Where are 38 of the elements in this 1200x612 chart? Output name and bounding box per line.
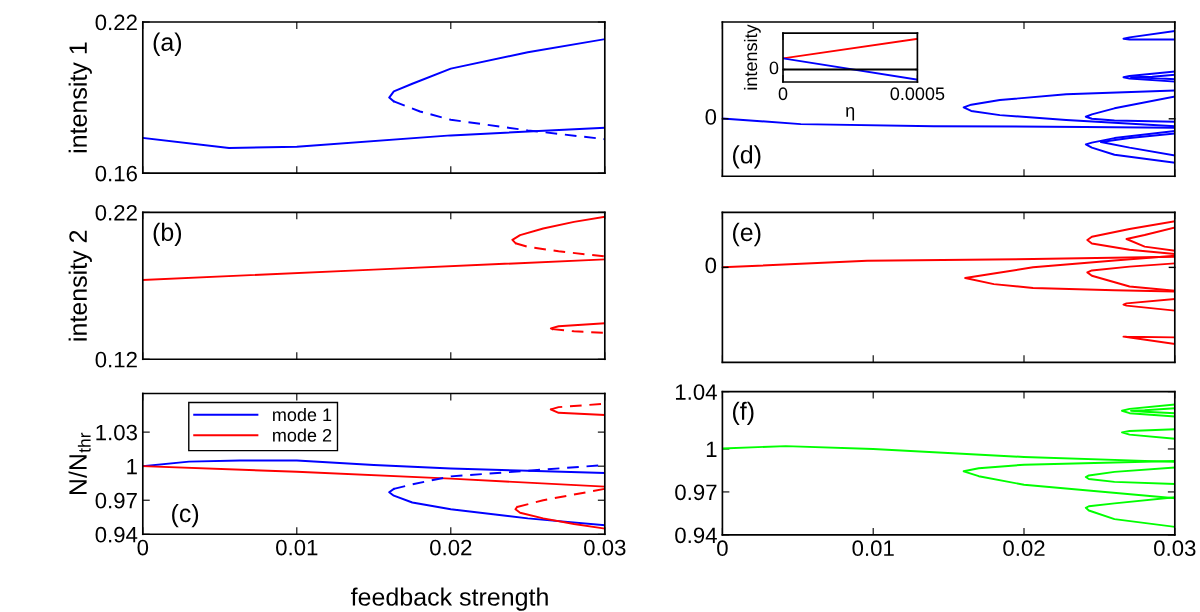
y-axis-title: N/N$_{thr}$ (68, 432, 91, 495)
y-tick-label: 0.94 (95, 526, 138, 543)
annotation: 0 (769, 61, 779, 75)
y-tick-label: 1.04 (675, 384, 717, 400)
x-tick-label: 0.02 (1003, 540, 1045, 557)
annotation: (c) (172, 503, 199, 528)
x-tick-label: 0.02 (430, 539, 472, 556)
annotation: (b) (153, 222, 182, 246)
text: 0 (705, 257, 717, 274)
x-axis-title: feedback strength (350, 587, 548, 611)
y-tick-label: 0.97 (95, 492, 137, 509)
x-tick-label: 0.01 (276, 539, 318, 556)
x-tick-label: 0 (717, 540, 728, 557)
y-tick-label: 0.12 (95, 351, 137, 368)
x-tick-label: 0.0005 (890, 87, 945, 101)
y-axis-title: intensity (743, 24, 761, 90)
x-tick-label: 0.03 (584, 539, 626, 556)
y-axis-title: intensity 1 (68, 42, 92, 153)
annotation: (e) (733, 222, 761, 247)
y-tick-label: 0.22 (95, 14, 137, 31)
legend-label: mode 2 (273, 428, 332, 442)
x-tick-label: 0 (137, 539, 149, 556)
x-axis-title: η (846, 107, 855, 121)
y-tick-label: 0.22 (95, 204, 137, 221)
y-tick-label: 0.16 (95, 165, 137, 182)
annotation: (a) (153, 32, 182, 56)
y-tick-label: 1 (706, 441, 717, 458)
y-tick-label: 0.94 (675, 527, 717, 544)
annotation: (d) (733, 145, 761, 169)
legend-label: mode 1 (273, 407, 332, 422)
y-tick-label: 0.97 (675, 484, 717, 501)
text: 0 (705, 109, 717, 125)
x-tick-label: 0.01 (852, 540, 894, 557)
y-tick-label: 1.03 (96, 424, 137, 441)
annotation: (f) (733, 401, 754, 425)
y-axis-title: intensity 2 (68, 230, 92, 341)
y-tick-label: 1 (127, 458, 137, 475)
x-tick-label: 0.03 (1154, 540, 1196, 557)
